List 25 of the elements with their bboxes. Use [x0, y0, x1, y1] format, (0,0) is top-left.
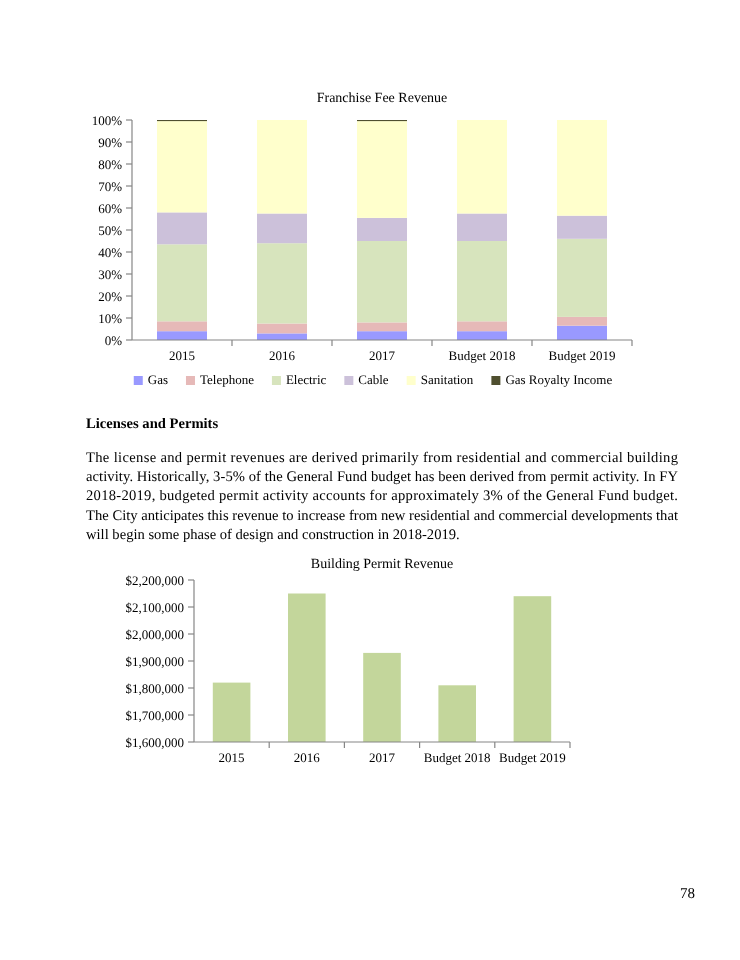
- bar: [357, 331, 407, 340]
- bar: [257, 120, 307, 214]
- bar: [357, 121, 407, 218]
- bar: [257, 213, 307, 244]
- bar: [557, 325, 607, 340]
- bar: [457, 321, 507, 332]
- bar: [257, 243, 307, 324]
- bar: [557, 316, 607, 326]
- bar: [457, 241, 507, 322]
- bar: [357, 241, 407, 323]
- bar: [257, 323, 307, 334]
- bar: [357, 322, 407, 332]
- bar: [257, 333, 307, 340]
- bar: [357, 217, 407, 241]
- bar: [157, 331, 207, 340]
- bar: [457, 120, 507, 214]
- bar: [457, 331, 507, 340]
- bar: [557, 120, 607, 216]
- bar: [157, 244, 207, 322]
- bar: [157, 121, 207, 213]
- bar: [457, 213, 507, 241]
- bar: [157, 212, 207, 245]
- bar: [157, 321, 207, 332]
- bar: [557, 215, 607, 239]
- bar: [557, 238, 607, 317]
